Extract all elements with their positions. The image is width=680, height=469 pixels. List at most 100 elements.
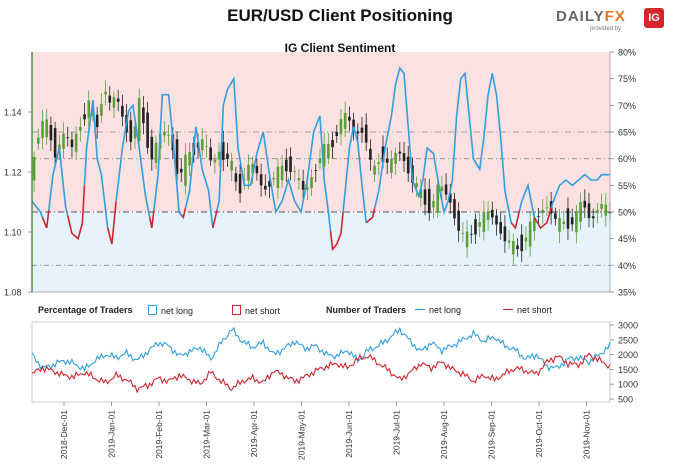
date-tick-label: 2019-Jul-01	[392, 410, 402, 455]
chart-title: EUR/USD Client Positioning	[227, 6, 453, 25]
date-tick-label: 2019-Apr-01	[249, 410, 259, 458]
net-short-line	[212, 210, 218, 229]
candle-body	[385, 158, 389, 163]
pct-tick-label: 35%	[618, 288, 636, 298]
candle-body	[520, 234, 524, 252]
pct-tick-label: 70%	[618, 101, 636, 111]
candle-body	[499, 221, 503, 234]
candle-body	[79, 127, 82, 131]
candle-body	[360, 127, 364, 133]
candle-body	[205, 145, 208, 147]
price-tick-label: 1.14	[4, 108, 22, 118]
candle-body	[432, 201, 435, 208]
candle-body	[259, 174, 263, 186]
candle-body	[53, 128, 57, 158]
net-short-line	[148, 210, 155, 229]
candle-body	[570, 217, 574, 225]
candle-body	[310, 177, 313, 188]
candle-body	[503, 226, 507, 242]
price-tick-label: 1.10	[4, 228, 22, 238]
pct-tick-label: 75%	[618, 74, 636, 84]
net-long-line	[342, 126, 367, 223]
candle-body	[352, 119, 355, 132]
candle-body	[293, 171, 297, 173]
traders-tick-label: 500	[618, 395, 633, 405]
date-tick-label: 2018-Dec-01	[59, 410, 69, 459]
date-tick-label: 2019-May-01	[297, 410, 307, 460]
candle-body	[142, 107, 145, 124]
date-tick-label: 2019-Nov-01	[582, 410, 592, 459]
candle-body	[280, 165, 284, 181]
candle-body	[448, 193, 452, 203]
candle-body	[133, 126, 137, 139]
candle-body	[108, 95, 112, 103]
candle-body	[512, 241, 515, 255]
candle-body	[322, 144, 326, 167]
net-long-line	[184, 126, 214, 229]
candle-body	[58, 144, 61, 150]
candle-body	[70, 139, 74, 148]
candle-body	[301, 180, 305, 190]
traders-net-short-line	[31, 352, 611, 394]
date-tick-label: 2019-Jun-01	[344, 410, 354, 458]
net-short-line	[66, 185, 86, 241]
traders-tick-label: 3000	[618, 320, 638, 330]
candle-body	[474, 219, 477, 235]
traders-tick-label: 1000	[618, 380, 638, 390]
candle-body	[297, 178, 301, 181]
candle-body	[66, 137, 70, 139]
traders-tick-label: 2000	[618, 350, 638, 360]
net-long-line	[31, 200, 44, 218]
net-long-line	[216, 76, 332, 231]
candle-body	[41, 121, 44, 139]
net-short-line	[365, 208, 376, 224]
traders-net-long-line	[31, 326, 611, 372]
candle-body	[230, 160, 233, 171]
candle-body	[209, 147, 212, 161]
traders-tick-label: 2500	[618, 335, 638, 345]
dailyfx-logo: DAILYFX provided by IG	[556, 6, 666, 36]
date-tick-label: 2019-Oct-01	[534, 410, 544, 458]
traders-tick-label: 1500	[618, 365, 638, 375]
candle-body	[600, 204, 603, 209]
net-long-line	[48, 147, 69, 216]
candle-body	[461, 232, 465, 234]
pct-tick-label: 40%	[618, 261, 636, 271]
net-short-line	[41, 210, 50, 229]
candle-body	[335, 131, 339, 137]
candle-body	[74, 133, 78, 152]
candle-body	[575, 210, 578, 233]
candle-body	[213, 159, 217, 163]
candle-body	[495, 215, 498, 225]
candle-body	[423, 189, 427, 205]
price-tick-label: 1.12	[4, 168, 22, 178]
pct-tick-label: 65%	[618, 128, 636, 138]
date-tick-label: 2019-Jan-01	[107, 410, 117, 458]
candle-body	[327, 143, 330, 159]
candle-body	[100, 103, 103, 116]
candle-body	[507, 240, 511, 243]
candle-body	[188, 151, 191, 166]
candle-body	[381, 146, 385, 163]
candle-body	[306, 187, 309, 190]
candle-body	[490, 209, 494, 218]
date-tick-label: 2019-Aug-01	[439, 410, 449, 459]
legend-num-short: net short	[503, 305, 552, 315]
candle-body	[154, 142, 158, 163]
candle-body	[116, 98, 120, 102]
candle-body	[427, 189, 431, 214]
price-candles	[32, 80, 612, 266]
candle-body	[251, 163, 254, 174]
candle-body	[289, 156, 292, 173]
candle-body	[528, 221, 532, 247]
candle-body	[545, 207, 549, 209]
candle-body	[238, 173, 242, 194]
candle-body	[524, 237, 528, 242]
candle-body	[406, 156, 410, 174]
candle-body	[226, 153, 229, 159]
candle-body	[390, 158, 393, 173]
candle-body	[469, 233, 473, 235]
net-short-line	[106, 201, 117, 245]
net-short-line	[180, 208, 187, 220]
candle-body	[37, 137, 40, 144]
